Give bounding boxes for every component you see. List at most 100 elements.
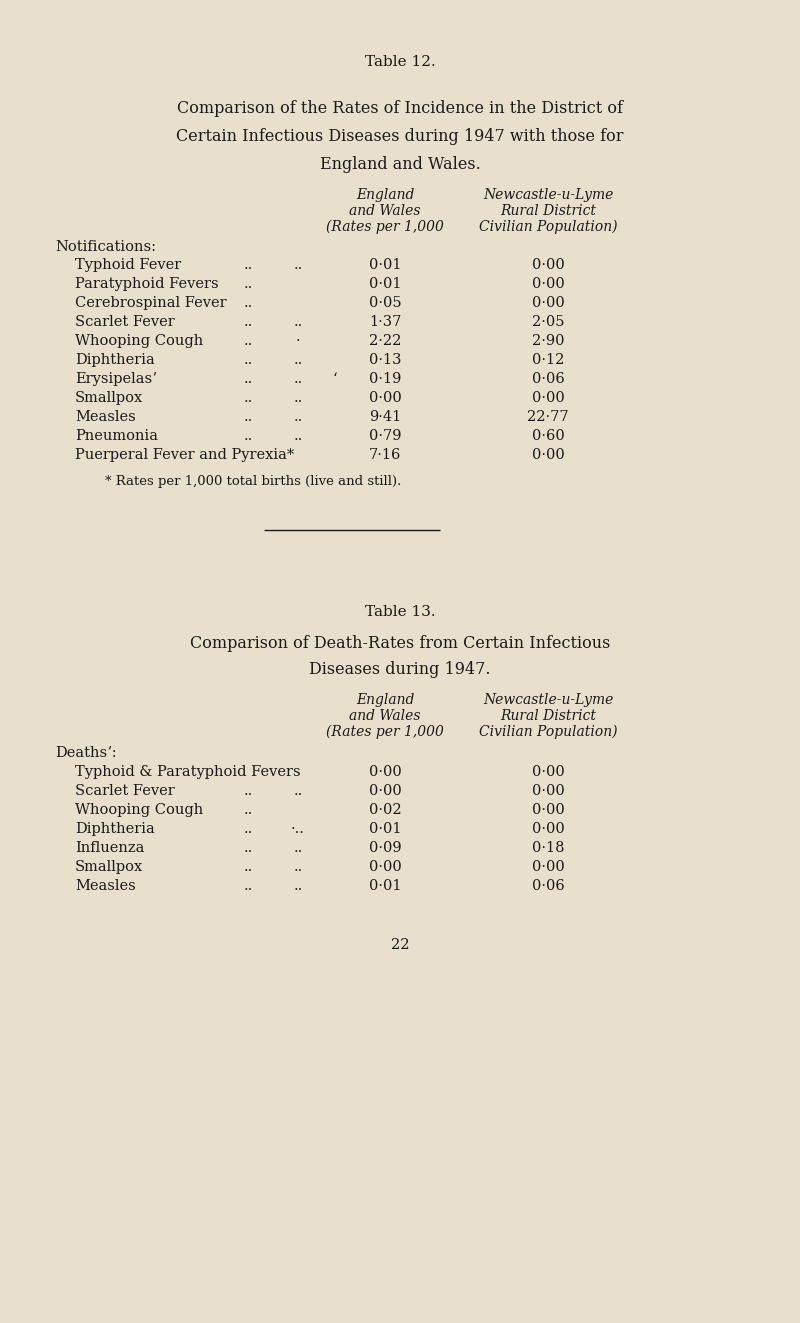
Text: 0·01: 0·01 <box>369 277 402 291</box>
Text: Whooping Cough: Whooping Cough <box>75 333 203 348</box>
Text: and Wales: and Wales <box>350 709 421 722</box>
Text: ..: .. <box>243 429 253 443</box>
Text: Puerperal Fever and Pyrexia*: Puerperal Fever and Pyrexia* <box>75 448 294 462</box>
Text: England and Wales.: England and Wales. <box>320 156 480 173</box>
Text: ..: .. <box>243 803 253 818</box>
Text: ..: .. <box>243 315 253 329</box>
Text: (Rates per 1,000: (Rates per 1,000 <box>326 725 444 740</box>
Text: 0·00: 0·00 <box>532 785 564 798</box>
Text: ..: .. <box>243 258 253 273</box>
Text: England: England <box>356 693 414 706</box>
Text: 9·41: 9·41 <box>369 410 401 423</box>
Text: ..: .. <box>243 860 253 875</box>
Text: ..: .. <box>243 277 253 291</box>
Text: 0·12: 0·12 <box>532 353 564 366</box>
Text: 7·16: 7·16 <box>369 448 401 462</box>
Text: (Rates per 1,000: (Rates per 1,000 <box>326 220 444 234</box>
Text: ..: .. <box>243 410 253 423</box>
Text: 0·00: 0·00 <box>369 860 402 875</box>
Text: ·..: ·.. <box>291 822 305 836</box>
Text: ..: .. <box>243 353 253 366</box>
Text: Comparison of the Rates of Incidence in the District of: Comparison of the Rates of Incidence in … <box>177 101 623 116</box>
Text: ..: .. <box>243 372 253 386</box>
Text: Comparison of Death-Rates from Certain Infectious: Comparison of Death-Rates from Certain I… <box>190 635 610 652</box>
Text: ..: .. <box>243 878 253 893</box>
Text: Smallpox: Smallpox <box>75 860 143 875</box>
Text: ..: .. <box>243 822 253 836</box>
Text: Cerebrospinal Fever: Cerebrospinal Fever <box>75 296 226 310</box>
Text: 0·00: 0·00 <box>532 765 564 779</box>
Text: Table 13.: Table 13. <box>365 605 435 619</box>
Text: ..: .. <box>294 372 302 386</box>
Text: Newcastle-u-Lyme: Newcastle-u-Lyme <box>483 693 613 706</box>
Text: 2·22: 2·22 <box>369 333 401 348</box>
Text: ..: .. <box>243 333 253 348</box>
Text: Influenza: Influenza <box>75 841 144 855</box>
Text: ..: .. <box>243 785 253 798</box>
Text: ..: .. <box>294 258 302 273</box>
Text: Typhoid & Paratyphoid Fevers: Typhoid & Paratyphoid Fevers <box>75 765 301 779</box>
Text: 0·01: 0·01 <box>369 822 402 836</box>
Text: 0·00: 0·00 <box>532 277 564 291</box>
Text: 0·18: 0·18 <box>532 841 564 855</box>
Text: Notifications:: Notifications: <box>55 239 156 254</box>
Text: ..: .. <box>294 785 302 798</box>
Text: 0·00: 0·00 <box>532 860 564 875</box>
Text: 0·05: 0·05 <box>369 296 402 310</box>
Text: 0·09: 0·09 <box>369 841 402 855</box>
Text: 0·00: 0·00 <box>532 803 564 818</box>
Text: Diphtheria: Diphtheria <box>75 353 154 366</box>
Text: 0·06: 0·06 <box>532 372 564 386</box>
Text: Deathsʼ:: Deathsʼ: <box>55 746 117 759</box>
Text: Newcastle-u-Lyme: Newcastle-u-Lyme <box>483 188 613 202</box>
Text: ..: .. <box>243 296 253 310</box>
Text: 0·00: 0·00 <box>369 785 402 798</box>
Text: Diphtheria: Diphtheria <box>75 822 154 836</box>
Text: ..: .. <box>294 315 302 329</box>
Text: Whooping Cough: Whooping Cough <box>75 803 203 818</box>
Text: 0·00: 0·00 <box>532 258 564 273</box>
Text: Smallpox: Smallpox <box>75 392 143 405</box>
Text: 1·37: 1·37 <box>369 315 401 329</box>
Text: ..: .. <box>294 392 302 405</box>
Text: England: England <box>356 188 414 202</box>
Text: 0·00: 0·00 <box>532 392 564 405</box>
Text: ..: .. <box>243 841 253 855</box>
Text: ..: .. <box>294 860 302 875</box>
Text: Diseases during 1947.: Diseases during 1947. <box>310 662 490 677</box>
Text: Certain Infectious Diseases during 1947 with those for: Certain Infectious Diseases during 1947 … <box>176 128 624 146</box>
Text: Measles: Measles <box>75 410 136 423</box>
Text: 2·90: 2·90 <box>532 333 564 348</box>
Text: Rural District: Rural District <box>500 204 596 218</box>
Text: 22: 22 <box>390 938 410 953</box>
Text: * Rates per 1,000 total births (live and still).: * Rates per 1,000 total births (live and… <box>105 475 402 488</box>
Text: Civilian Population): Civilian Population) <box>478 725 618 740</box>
Text: ‘: ‘ <box>333 372 338 386</box>
Text: Erysipelasʼ: Erysipelasʼ <box>75 372 157 386</box>
Text: 0·60: 0·60 <box>532 429 564 443</box>
Text: ..: .. <box>294 878 302 893</box>
Text: 0·02: 0·02 <box>369 803 402 818</box>
Text: Paratyphoid Fevers: Paratyphoid Fevers <box>75 277 218 291</box>
Text: 0·01: 0·01 <box>369 258 402 273</box>
Text: 0·00: 0·00 <box>532 822 564 836</box>
Text: 0·00: 0·00 <box>369 392 402 405</box>
Text: 0·00: 0·00 <box>532 296 564 310</box>
Text: Scarlet Fever: Scarlet Fever <box>75 315 174 329</box>
Text: 2·05: 2·05 <box>532 315 564 329</box>
Text: Measles: Measles <box>75 878 136 893</box>
Text: Civilian Population): Civilian Population) <box>478 220 618 234</box>
Text: ..: .. <box>294 353 302 366</box>
Text: 0·06: 0·06 <box>532 878 564 893</box>
Text: ·: · <box>296 333 300 348</box>
Text: and Wales: and Wales <box>350 204 421 218</box>
Text: 0·00: 0·00 <box>532 448 564 462</box>
Text: Table 12.: Table 12. <box>365 56 435 69</box>
Text: 0·79: 0·79 <box>369 429 402 443</box>
Text: ..: .. <box>294 429 302 443</box>
Text: ..: .. <box>294 410 302 423</box>
Text: Typhoid Fever: Typhoid Fever <box>75 258 182 273</box>
Text: Scarlet Fever: Scarlet Fever <box>75 785 174 798</box>
Text: 0·13: 0·13 <box>369 353 402 366</box>
Text: 0·00: 0·00 <box>369 765 402 779</box>
